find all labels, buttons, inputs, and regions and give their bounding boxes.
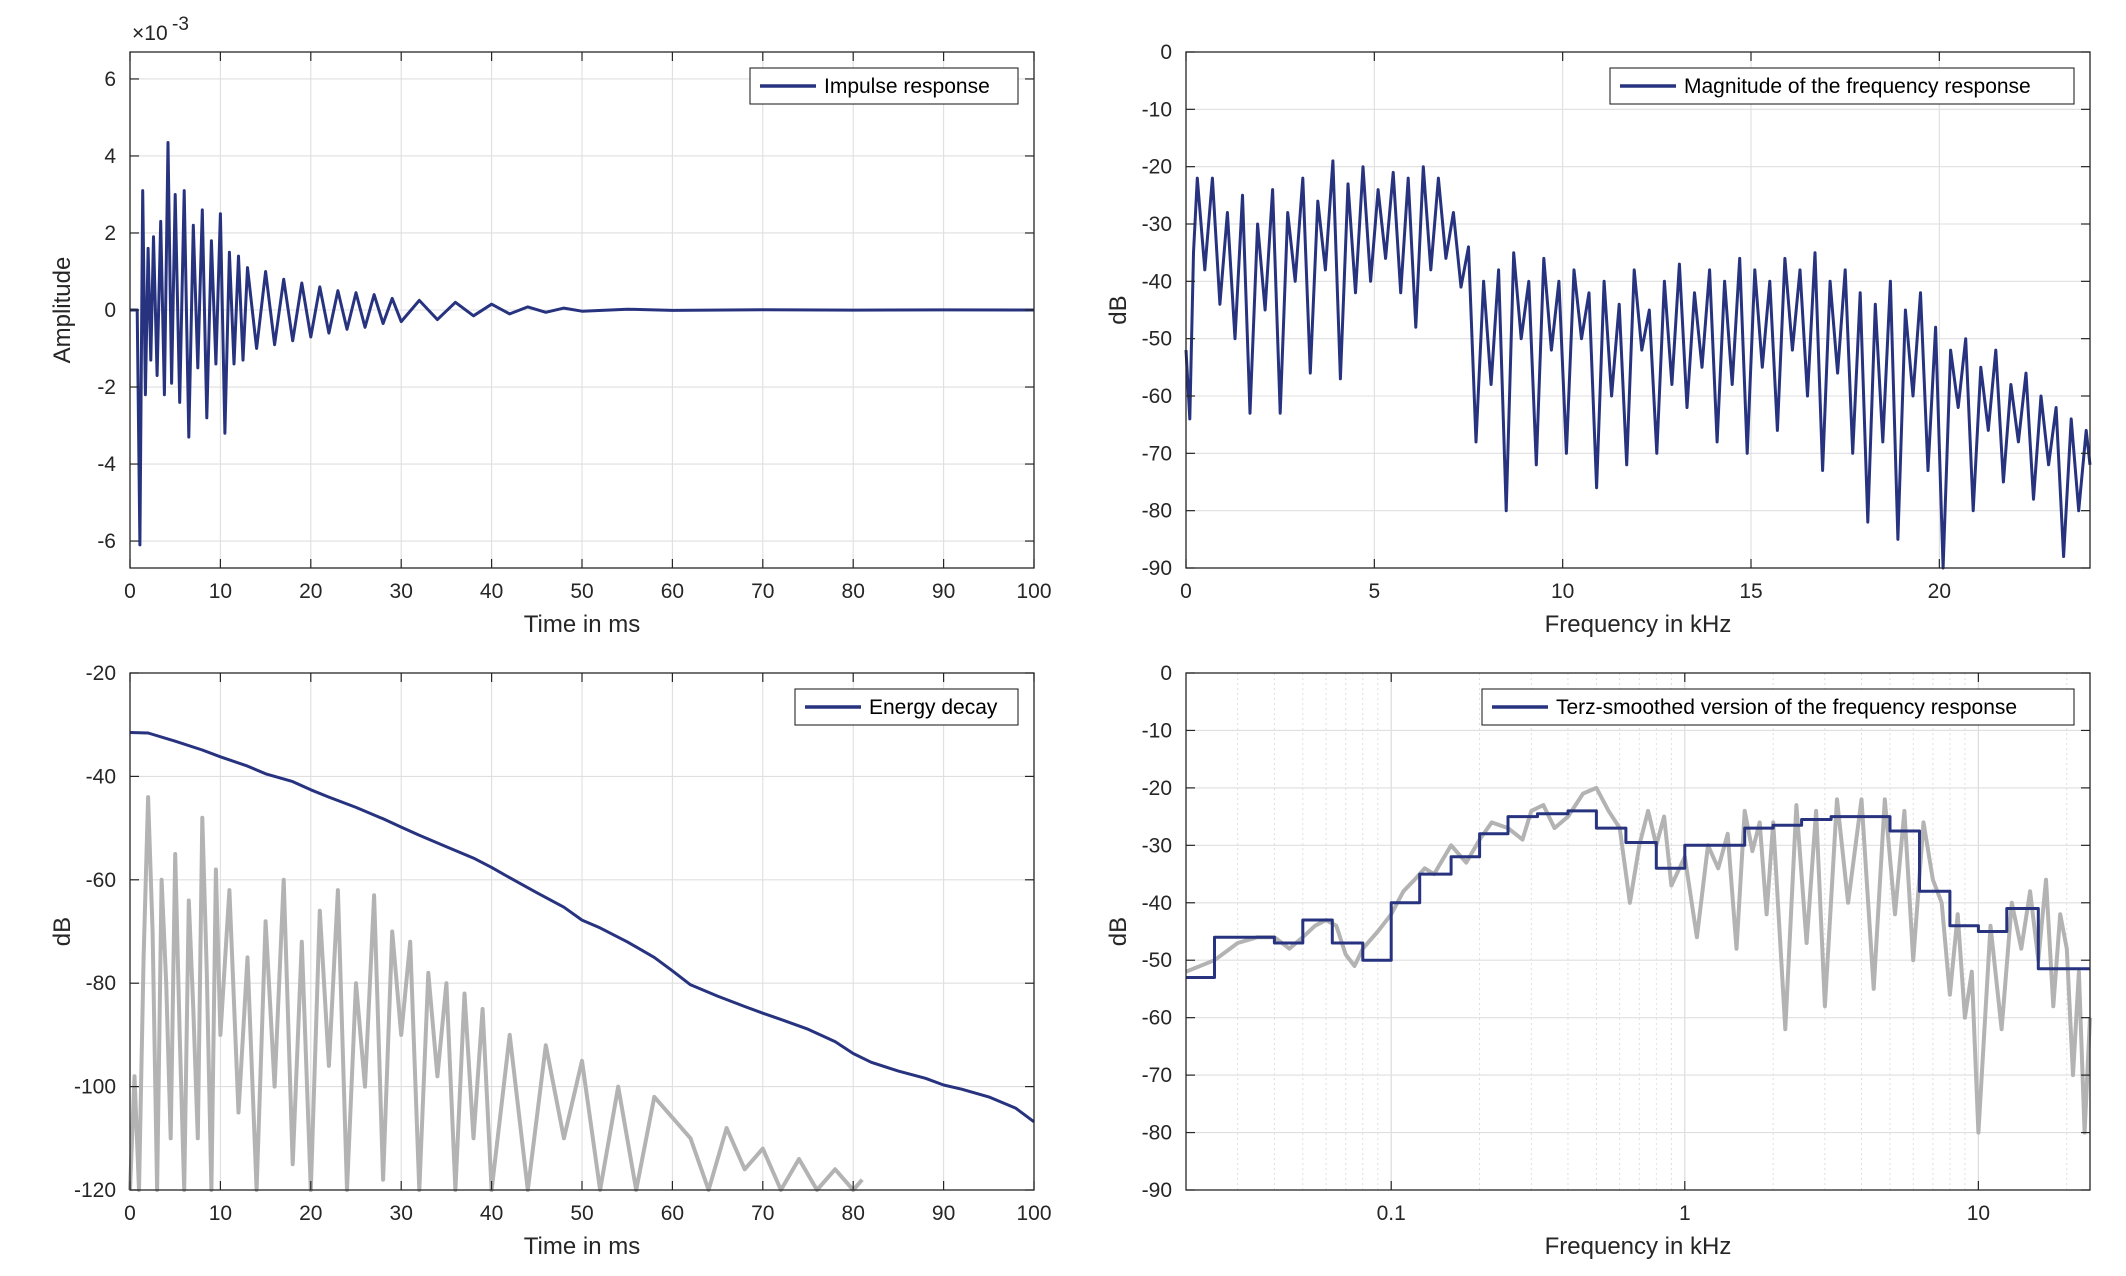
x-tick-label: 80 (842, 1202, 865, 1225)
y-axis-label: dB (49, 917, 76, 946)
series-line (130, 141, 1035, 547)
y-tick-label: -30 (1142, 213, 1172, 236)
y-tick-label: -20 (1142, 777, 1172, 800)
y-axis-label: Amplitude (49, 257, 76, 364)
y-tick-label: -70 (1142, 442, 1172, 465)
legend: Terz-smoothed version of the frequency r… (1481, 688, 2075, 726)
legend-label: Terz-smoothed version of the frequency r… (1556, 696, 2017, 719)
x-tick-label: 5 (1368, 580, 1380, 603)
y-tick-label: -50 (1142, 328, 1172, 351)
y-tick-label: -90 (1142, 557, 1172, 580)
axes-frame (1185, 672, 2091, 1191)
y-tick-label: -80 (86, 972, 116, 995)
x-tick-label: 50 (570, 580, 593, 603)
x-axis-label: Frequency in kHz (1545, 611, 1732, 638)
series-line (129, 731, 1035, 1124)
x-tick-label: 80 (842, 580, 865, 603)
legend: Energy decay (794, 688, 1019, 726)
legend-label: Magnitude of the frequency response (1684, 75, 2031, 98)
y-tick-label: 6 (104, 68, 116, 91)
x-tick-label: 50 (570, 1202, 593, 1225)
x-tick-label: 10 (209, 1202, 232, 1225)
x-tick-label: 10 (209, 580, 232, 603)
x-tick-label: 15 (1739, 580, 1762, 603)
y-tick-label: -50 (1142, 949, 1172, 972)
y-tick-label: -10 (1142, 719, 1172, 742)
y-tick-label: -30 (1142, 834, 1172, 857)
series-line (1184, 159, 2092, 570)
y-tick-label: 2 (104, 222, 116, 245)
x-tick-label: 0 (124, 1202, 136, 1225)
series-line (1186, 809, 2090, 979)
y-tick-label: 0 (1160, 662, 1172, 685)
y-tick-label: -120 (74, 1179, 116, 1202)
x-tick-label: 30 (390, 580, 413, 603)
y-exponent-power: -3 (172, 14, 189, 35)
x-tick-label: 40 (480, 1202, 503, 1225)
y-tick-label: -90 (1142, 1179, 1172, 1202)
legend-box (1481, 688, 2075, 726)
y-tick-label: -80 (1142, 500, 1172, 523)
x-tick-label: 0.1 (1377, 1202, 1406, 1225)
x-tick-label: 100 (1016, 1202, 1051, 1225)
axes-frame (1185, 51, 2091, 569)
x-axis-label: Time in ms (524, 1233, 640, 1260)
y-tick-label: -20 (86, 662, 116, 685)
x-tick-label: 40 (480, 580, 503, 603)
y-axis-label: dB (1105, 295, 1132, 324)
x-tick-label: 60 (661, 580, 684, 603)
x-tick-label: 100 (1016, 580, 1051, 603)
x-tick-label: 20 (299, 1202, 322, 1225)
x-tick-label: 1 (1679, 1202, 1691, 1225)
y-tick-label: -60 (1142, 385, 1172, 408)
y-tick-label: -70 (1142, 1064, 1172, 1087)
y-exponent-base: ×10 (132, 22, 168, 45)
y-axis-label: dB (1105, 917, 1132, 946)
x-axis-label: Time in ms (524, 611, 640, 638)
x-tick-label: 90 (932, 1202, 955, 1225)
frequency-magnitude-plot: 0 5 10 15 20 0 -10 -20 -30 -40 -50 -60 -70 -80 -90 Freq… (1105, 41, 2092, 638)
raw-data-series-line (128, 795, 864, 1192)
legend: Impulse response (749, 67, 1019, 105)
impulse-response-plot: 0 10 20 30 40 50 60 70 80 90 100 -6 -4 -2 0 2 4 6 Time in … (49, 14, 1052, 638)
y-tick-label: -10 (1142, 98, 1172, 121)
x-tick-label: 0 (1180, 580, 1192, 603)
legend-label: Energy decay (869, 696, 998, 719)
x-tick-label: 0 (124, 580, 136, 603)
legend-label: Impulse response (824, 75, 990, 98)
x-tick-label: 30 (390, 1202, 413, 1225)
y-tick-label: -40 (1142, 892, 1172, 915)
x-tick-label: 20 (299, 580, 322, 603)
y-tick-label: -60 (86, 869, 116, 892)
x-tick-label: 60 (661, 1202, 684, 1225)
y-tick-label: 0 (1160, 41, 1172, 64)
x-tick-label: 70 (751, 1202, 774, 1225)
x-tick-label: 10 (1967, 1202, 1990, 1225)
y-tick-label: 4 (104, 145, 116, 168)
x-tick-label: 20 (1928, 580, 1951, 603)
energy-decay-plot: 0 10 20 30 40 50 60 70 80 90 100 -20 -40 -60 -80 -100 -1… (49, 662, 1052, 1260)
legend-box (1609, 67, 2075, 105)
y-tick-label: -2 (97, 376, 116, 399)
y-tick-label: 0 (104, 299, 116, 322)
y-tick-label: -40 (1142, 270, 1172, 293)
y-tick-label: -80 (1142, 1122, 1172, 1145)
x-tick-label: 10 (1551, 580, 1574, 603)
x-tick-label: 70 (751, 580, 774, 603)
y-tick-label: -60 (1142, 1007, 1172, 1030)
y-tick-label: -4 (97, 453, 116, 476)
y-tick-label: -40 (86, 765, 116, 788)
legend: Magnitude of the frequency response (1609, 67, 2075, 105)
terz-smoothed-plot: 0.1 1 10 0 -10 -20 -30 -40 -50 -60 -70 -80 -90 Freque… (1105, 662, 2092, 1260)
x-axis-label: Frequency in kHz (1545, 1233, 1732, 1260)
x-tick-label: 90 (932, 580, 955, 603)
y-tick-label: -6 (97, 530, 116, 553)
y-tick-label: -100 (74, 1076, 116, 1099)
y-tick-label: -20 (1142, 156, 1172, 179)
